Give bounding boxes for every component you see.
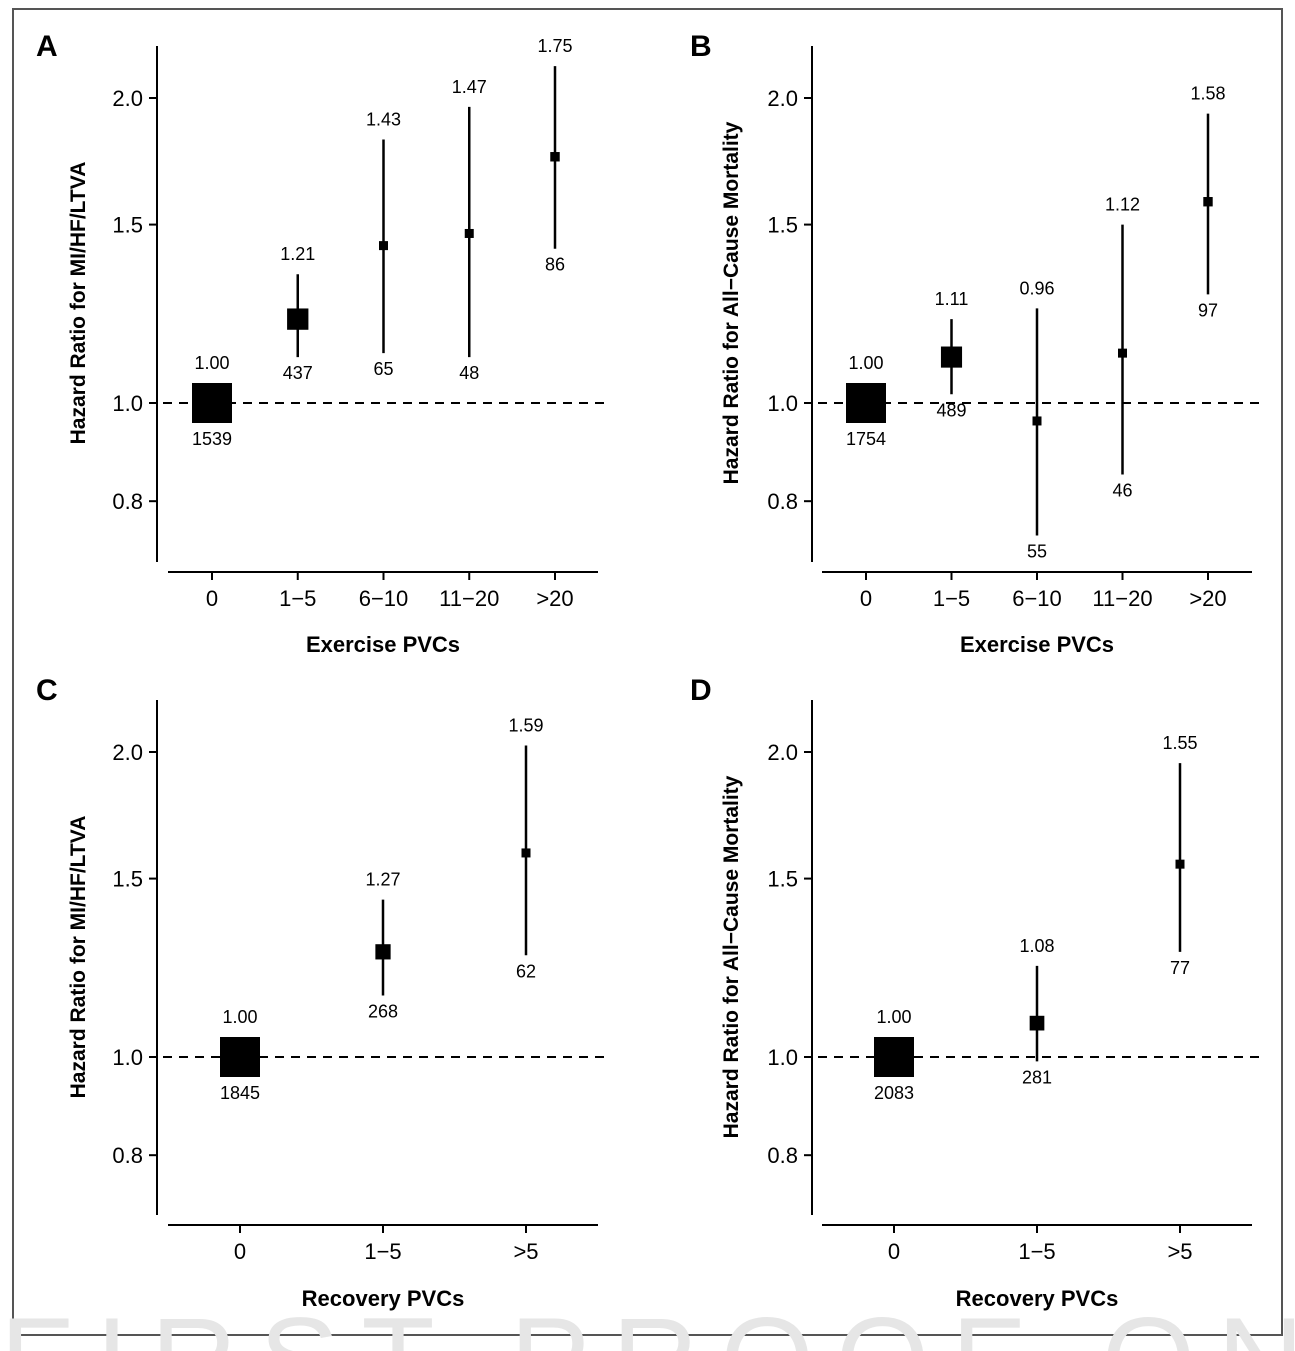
panel-d-hr-label: 1.08: [1019, 936, 1054, 956]
panel-a-x-tick-label: 11−20: [439, 586, 499, 611]
panel-a-y-tick-label: 1.5: [112, 213, 143, 238]
panel-a-n-label: 437: [283, 363, 313, 383]
panel-a-y-tick-label: 2.0: [112, 86, 143, 111]
panel-b-letter: B: [690, 30, 712, 63]
panel-b-hr-label: 0.96: [1019, 278, 1054, 298]
panel-a-y-tick-label: 0.8: [112, 489, 143, 514]
panel-b-x-tick-label: 1−5: [933, 586, 970, 611]
panel-a-point-estimate: [379, 241, 388, 251]
panel-c-y-tick-label: 2.0: [112, 740, 143, 765]
panel-b-n-label: 489: [936, 400, 966, 420]
panel-b-n-label: 1754: [846, 429, 886, 449]
panel-b-y-tick-label: 1.0: [767, 391, 798, 416]
panel-d-x-tick-label: >5: [1167, 1239, 1192, 1264]
panel-c-n-label: 62: [516, 961, 536, 981]
panel-c-n-label: 268: [368, 1002, 398, 1022]
panel-a-n-label: 65: [373, 359, 393, 379]
panel-c-point-estimate: [375, 944, 391, 960]
panel-d-y-tick-label: 1.5: [767, 867, 798, 892]
panel-b-y-axis-label: Hazard Ratio for All−Cause Mortality: [720, 121, 743, 484]
panel-d-y-axis-label: Hazard Ratio for All−Cause Mortality: [720, 775, 743, 1138]
panel-d-y-tick-label: 1.0: [767, 1045, 798, 1070]
panel-b-x-tick-label: 11−20: [1092, 586, 1152, 611]
panel-b-x-axis-label: Exercise PVCs: [960, 632, 1114, 657]
panel-b-hr-label: 1.12: [1105, 195, 1140, 215]
panel-c-y-tick-label: 0.8: [112, 1143, 143, 1168]
panel-b-hr-label: 1.11: [935, 289, 969, 309]
panel-d-y-tick-label: 2.0: [767, 740, 798, 765]
panel-a-hr-label: 1.47: [452, 77, 487, 97]
panel-d-x-tick-label: 0: [888, 1239, 900, 1264]
panel-a-n-label: 86: [545, 255, 565, 275]
panel-c-hr-label: 1.59: [508, 715, 543, 735]
panel-b-y-tick-label: 1.5: [767, 213, 798, 238]
panel-c-point-estimate: [521, 848, 531, 858]
panel-b-x-tick-label: 6−10: [1012, 586, 1062, 611]
panel-b-point-estimate: [1203, 197, 1213, 207]
panel-a-hr-label: 1.21: [280, 244, 315, 264]
panel-a-point-estimate: [287, 308, 309, 330]
panel-c-x-tick-label: 1−5: [364, 1239, 401, 1264]
panel-a-hr-label: 1.43: [366, 109, 401, 129]
panel-b-n-label: 97: [1198, 300, 1218, 320]
panel-b-point-estimate: [940, 346, 963, 368]
panel-a-y-axis-label: Hazard Ratio for MI/HF/LTVA: [67, 162, 90, 445]
panel-c-y-axis-label: Hazard Ratio for MI/HF/LTVA: [67, 816, 90, 1099]
panel-a-x-tick-label: >20: [536, 586, 573, 611]
figure-frame: [12, 8, 1283, 1336]
panel-b-n-label: 46: [1112, 481, 1132, 501]
panel-c-hr-label: 1.27: [365, 870, 400, 890]
panel-d-hr-label: 1.55: [1162, 733, 1197, 753]
panel-b-hr-label: 1.00: [848, 353, 883, 373]
panel-a-x-tick-label: 0: [206, 586, 218, 611]
panel-d-x-axis-label: Recovery PVCs: [956, 1286, 1119, 1311]
panel-c-x-tick-label: >5: [513, 1239, 538, 1264]
panel-d-point-estimate: [1175, 859, 1185, 869]
panel-d-point-estimate: [874, 1037, 914, 1077]
panel-a-x-tick-label: 6−10: [359, 586, 409, 611]
panel-b-n-label: 55: [1027, 541, 1047, 561]
panel-b-y-tick-label: 2.0: [767, 86, 798, 111]
watermark-text: FIRST PROOF ONLY: [0, 1300, 1295, 1351]
panel-c-x-tick-label: 0: [234, 1239, 246, 1264]
panel-b-x-tick-label: >20: [1189, 586, 1226, 611]
panel-b-point-estimate: [1118, 348, 1127, 358]
panel-d-x-tick-label: 1−5: [1018, 1239, 1055, 1264]
panel-a-y-tick-label: 1.0: [112, 391, 143, 416]
panel-d-n-label: 2083: [874, 1083, 914, 1103]
panel-d-y-tick-label: 0.8: [767, 1143, 798, 1168]
panel-a-n-label: 48: [459, 363, 479, 383]
panel-c-x-axis-label: Recovery PVCs: [302, 1286, 465, 1311]
panel-a-hr-label: 1.00: [194, 353, 229, 373]
panel-d-n-label: 77: [1170, 958, 1190, 978]
panel-d-letter: D: [690, 674, 712, 707]
panel-d-hr-label: 1.00: [876, 1007, 911, 1027]
panel-c-point-estimate: [220, 1037, 260, 1077]
panel-c-y-tick-label: 1.0: [112, 1045, 143, 1070]
panel-c-n-label: 1845: [220, 1083, 260, 1103]
panel-b-point-estimate: [1032, 416, 1042, 426]
panel-a-n-label: 1539: [192, 429, 232, 449]
panel-c-hr-label: 1.00: [222, 1007, 257, 1027]
panel-c-y-tick-label: 1.5: [112, 867, 143, 892]
panel-a-point-estimate: [464, 228, 474, 238]
panel-c-letter: C: [36, 674, 58, 707]
panel-b-hr-label: 1.58: [1190, 84, 1225, 104]
panel-a-hr-label: 1.75: [537, 36, 572, 56]
panel-d-point-estimate: [1029, 1015, 1045, 1031]
panel-a-point-estimate: [192, 383, 232, 423]
panel-a-x-tick-label: 1−5: [279, 586, 316, 611]
panel-a-x-axis-label: Exercise PVCs: [306, 632, 460, 657]
panel-b-point-estimate: [846, 383, 886, 423]
panel-a-point-estimate: [550, 152, 560, 162]
panel-b-y-tick-label: 0.8: [767, 489, 798, 514]
panel-b-x-tick-label: 0: [860, 586, 872, 611]
panel-d-n-label: 281: [1022, 1067, 1052, 1087]
panel-a-letter: A: [36, 30, 58, 63]
